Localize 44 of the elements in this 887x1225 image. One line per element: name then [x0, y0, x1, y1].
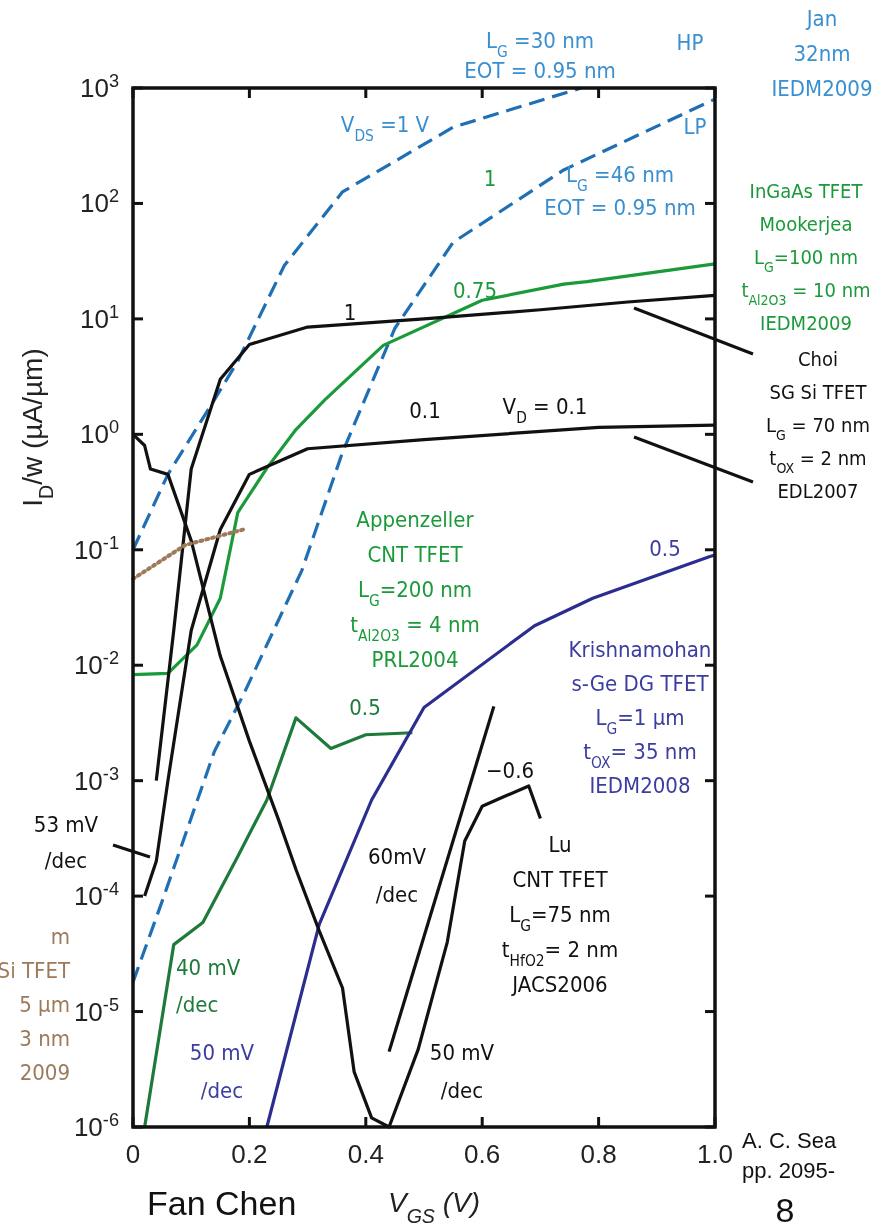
text: HP	[676, 30, 704, 55]
x-tick-label: 0.4	[347, 1139, 384, 1169]
annotation: LP	[683, 114, 707, 139]
y-tick-label: 10$^{3}$	[79, 71, 119, 103]
annotation: 0.75	[452, 278, 498, 303]
annotation: 50 mV /dec	[429, 1040, 495, 1103]
annotation: V$_{D}$ = 0.1	[502, 394, 588, 427]
annotation: 0.5	[649, 536, 681, 561]
y-tick-label: 10$^{-6}$	[73, 1110, 119, 1142]
annotation: 1	[343, 300, 357, 325]
annotation: −0.6	[485, 758, 535, 783]
annotation: 1	[483, 166, 497, 191]
y-tick-label: 10$^{-3}$	[73, 763, 119, 796]
y-tick-label: 10$^{0}$	[79, 417, 119, 450]
y-tick-label: 10$^{-2}$	[73, 648, 119, 681]
text: Krishnamohan s-Ge DG TFET L$_{G}$=1 µm t$_{OX}$= 35 nm IEDM2008	[568, 637, 712, 798]
text: L$_{G}$ =30 nm EOT = 0.95 nm	[464, 28, 616, 83]
x-tick-label: 1.0	[696, 1139, 734, 1169]
annotation: 50 mV /dec	[189, 1040, 255, 1103]
text: Jan 32nm IEDM2009	[771, 6, 873, 101]
x-tick-label: 0.2	[231, 1139, 268, 1169]
text: Appenzeller CNT TFET L$_{G}$=200 nm t$_{Al2O3}$ = 4 nm PRL2004	[350, 507, 480, 672]
text: Fan Chen	[147, 1184, 297, 1222]
y-tick-label: 10$^{-5}$	[73, 994, 119, 1027]
text: 53 mV /dec	[33, 812, 99, 873]
annotation: 40 mV /dec	[176, 955, 241, 1017]
annotation: L$_{G}$ =46 nm EOT = 0.95 nm	[544, 162, 696, 220]
annotation: 0.5	[349, 695, 381, 720]
text: Choi SG Si TFET L$_{G}$ = 70 nm t$_{OX}$ = 2 nm EDL2007	[766, 347, 870, 503]
x-axis-title: V$_{GS}$ (V)	[387, 1187, 481, 1225]
annotation: V$_{DS}$ =1 V	[340, 112, 430, 145]
y-tick-label: 10$^{2}$	[79, 186, 119, 219]
text: 8	[775, 1191, 795, 1225]
x-tick-label: 0.8	[580, 1139, 617, 1169]
y-tick-label: 10$^{-1}$	[73, 532, 119, 565]
annotation: 60mV /dec	[368, 844, 427, 907]
text: A. C. Sea pp. 2095-	[742, 1128, 837, 1183]
annotation: 0.1	[409, 398, 441, 423]
text: InGaAs TFET Mookerjea L$_{G}$=100 nm t$_{Al2O3}$ = 10 nm IEDM2009	[741, 179, 871, 335]
x-tick-label: 0.6	[464, 1139, 501, 1169]
text: Lu CNT TFET L$_{G}$=75 nm t$_{HfO2}$= 2 nm JACS2006	[501, 832, 619, 997]
y-tick-label: 10$^{1}$	[79, 301, 119, 334]
x-tick-label: 0	[125, 1139, 141, 1169]
y-tick-label: 10$^{-4}$	[73, 879, 119, 912]
